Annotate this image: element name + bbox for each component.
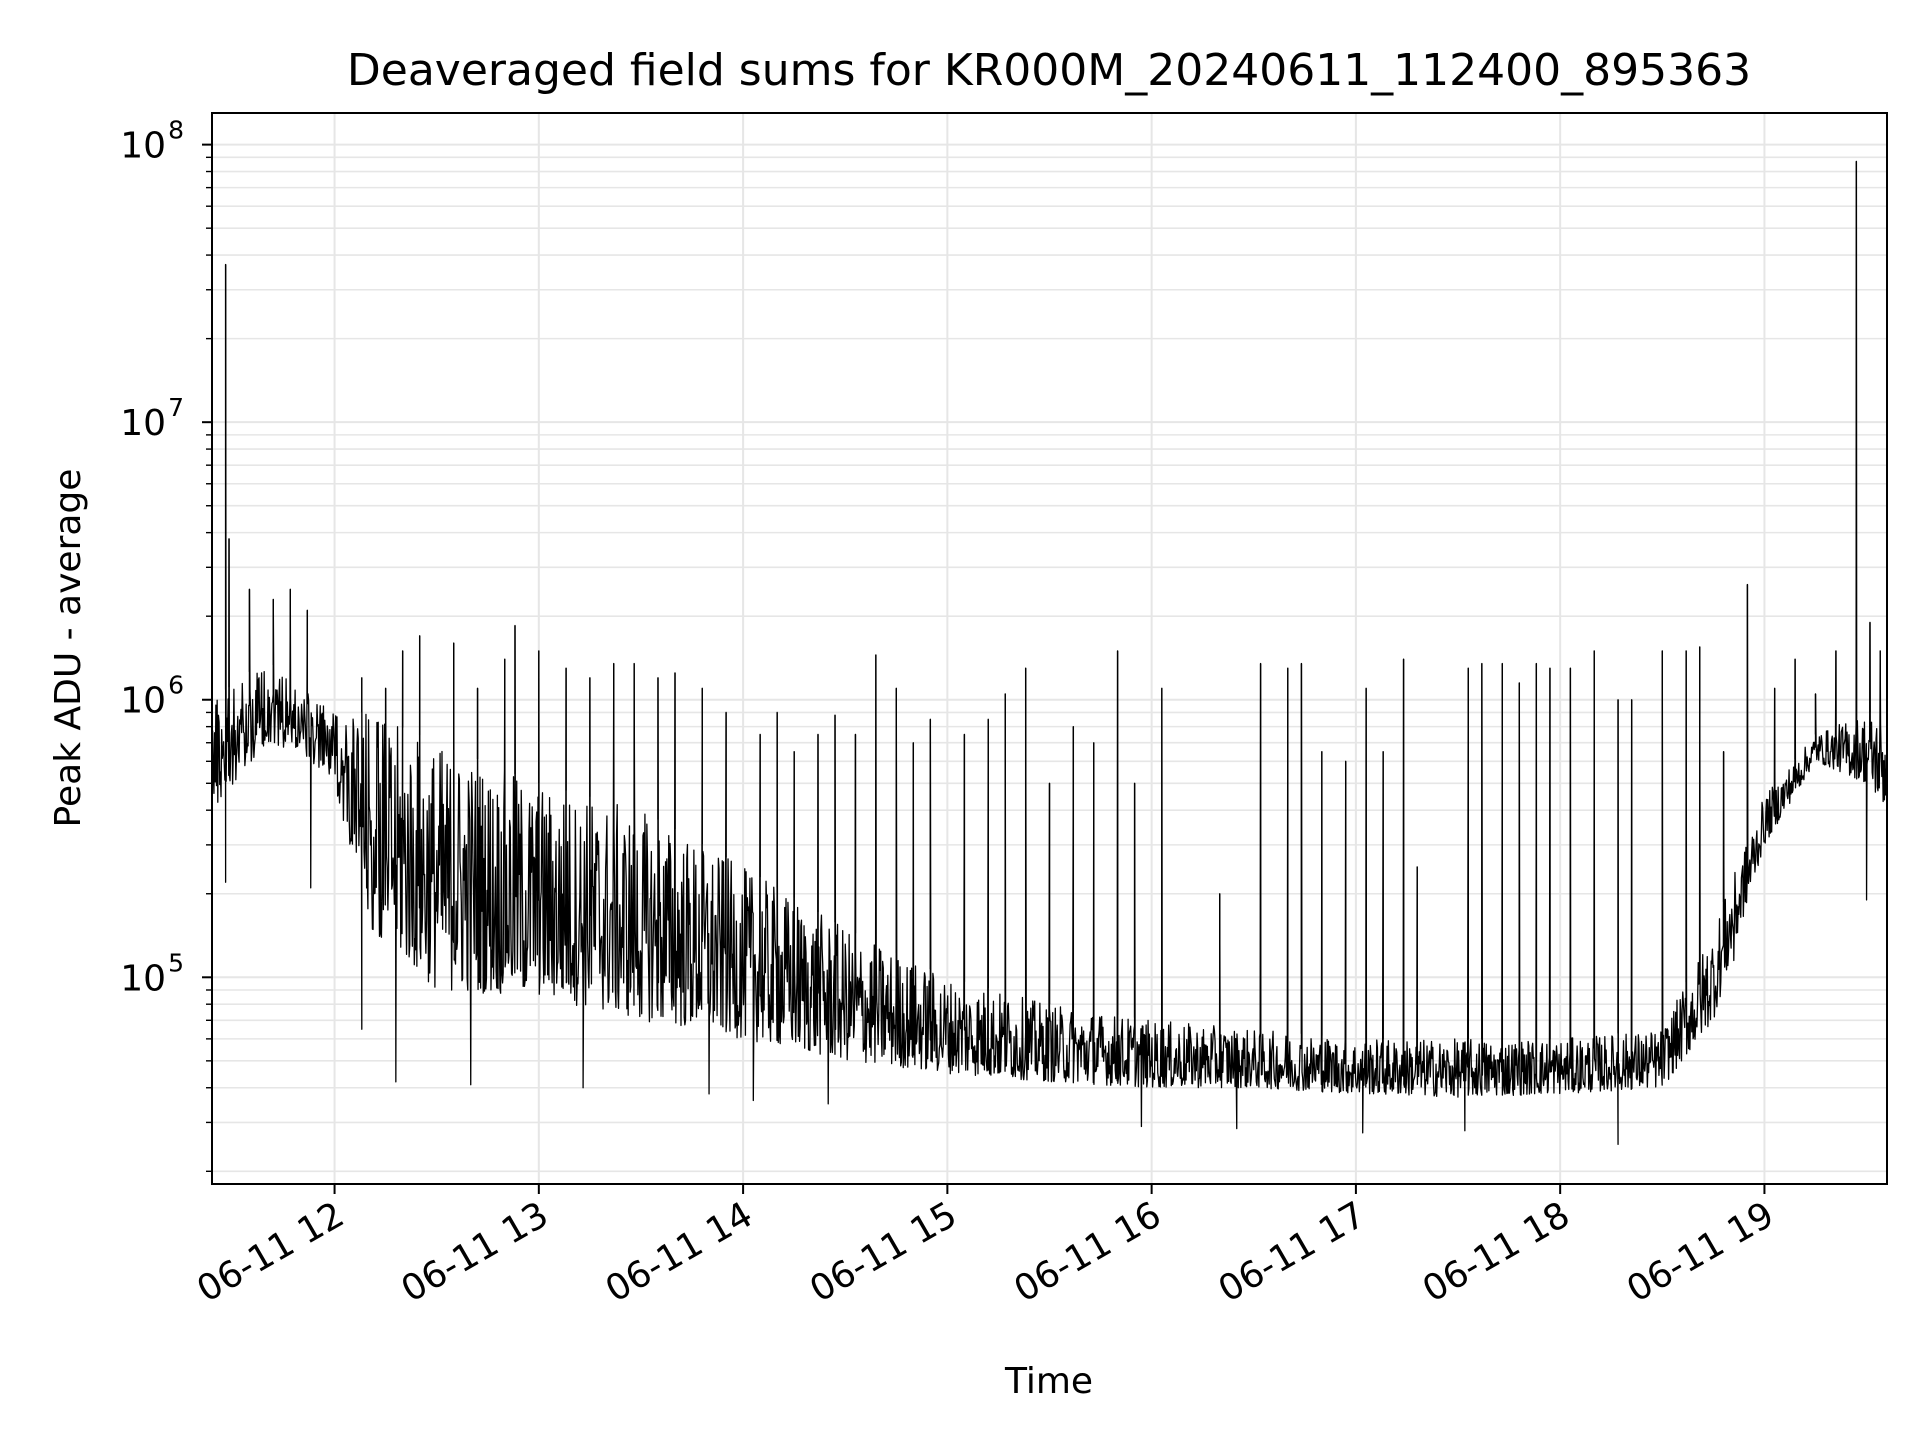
plot-frame: [211, 112, 1888, 1185]
y-tick-label: 10: [120, 126, 166, 167]
y-tick-label: 10: [120, 403, 166, 444]
chart-title: Deaveraged field sums for KR000M_2024061…: [347, 45, 1751, 96]
y-tick-exponent: 5: [168, 948, 184, 977]
y-tick-exponent: 8: [168, 116, 184, 145]
y-tick-exponent: 6: [168, 671, 184, 700]
series-layer: [211, 160, 1888, 1146]
y-axis-label: Peak ADU - average: [48, 469, 89, 828]
y-tick-label: 10: [120, 681, 166, 722]
y-tick-exponent: 7: [168, 393, 184, 422]
x-axis-label: Time: [1004, 1361, 1093, 1402]
y-tick-label: 10: [120, 958, 166, 999]
